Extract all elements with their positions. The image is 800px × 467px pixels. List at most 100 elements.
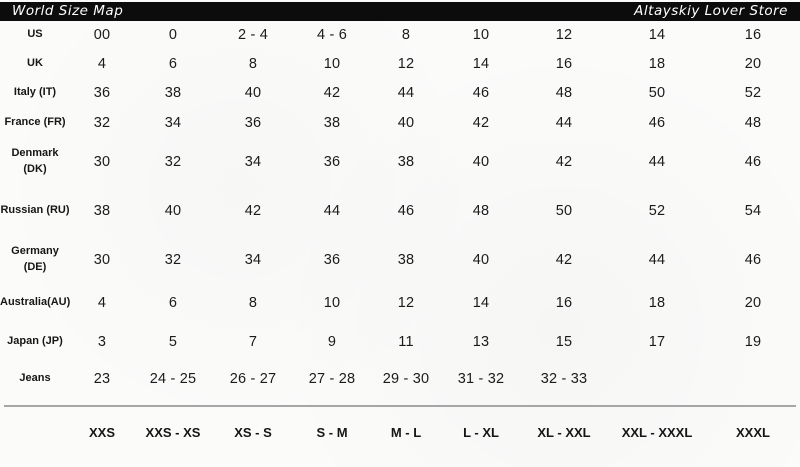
size-value: 31 - 32 xyxy=(457,370,505,387)
divider-line xyxy=(4,405,796,407)
size-value: 6 xyxy=(168,295,178,311)
size-value: 8 xyxy=(248,55,258,72)
size-category-label: XL - XXL xyxy=(537,425,591,440)
size-value: 12 xyxy=(555,27,573,43)
table-row: Japan (JP) 3 5 7 9 11 13 15 17 19 xyxy=(0,323,800,361)
size-value: 11 xyxy=(398,334,414,350)
size-value: 44 xyxy=(648,251,666,268)
size-value: 24 - 25 xyxy=(149,370,197,387)
table-row: Russian (RU) 38 40 42 44 46 48 50 52 54 xyxy=(0,186,800,236)
size-value: 46 xyxy=(397,203,415,219)
title-bar: World Size Map Altayskiy Lover Store xyxy=(0,2,800,21)
size-value: 14 xyxy=(472,295,490,311)
size-value: 19 xyxy=(744,334,762,350)
size-value: 32 xyxy=(93,115,111,131)
row-label: US xyxy=(27,28,43,41)
footer-spacer xyxy=(0,425,70,440)
page-title: World Size Map xyxy=(12,3,124,19)
size-value: 29 - 30 xyxy=(382,370,430,387)
size-value: 48 xyxy=(472,203,490,219)
size-value: 34 xyxy=(164,115,182,131)
size-value: 5 xyxy=(168,334,178,350)
size-value: 2 - 4 xyxy=(237,27,268,43)
size-value: 8 xyxy=(401,27,411,43)
table-row: Jeans 23 24 - 25 26 - 27 27 - 28 29 - 30 31 - … xyxy=(0,361,800,396)
size-value: 44 xyxy=(397,85,415,101)
row-label: Jeans xyxy=(19,371,51,384)
size-value: 4 xyxy=(97,295,107,311)
row-label: Italy (IT) xyxy=(13,86,57,99)
size-value: 4 - 6 xyxy=(316,27,347,43)
row-label: Germany (DE) xyxy=(11,244,59,273)
size-value: 36 xyxy=(244,115,262,131)
size-value: 36 xyxy=(93,85,111,101)
size-value: 10 xyxy=(323,295,341,311)
table-row: Germany (DE) 30 32 34 36 38 40 42 44 46 xyxy=(0,236,800,283)
size-value: 42 xyxy=(472,115,490,131)
size-value: 20 xyxy=(744,55,762,72)
size-value: 40 xyxy=(472,154,490,170)
size-category-label: XXS - XS xyxy=(145,425,201,440)
size-value: 38 xyxy=(93,203,111,219)
size-value: 50 xyxy=(648,85,666,101)
size-value: 7 xyxy=(248,334,258,350)
size-value: 12 xyxy=(397,55,415,72)
size-value: 36 xyxy=(323,251,341,268)
size-category-label: XXS xyxy=(88,425,115,440)
size-value: 30 xyxy=(93,154,111,170)
size-category-label: XS - S xyxy=(234,425,272,440)
size-value: 48 xyxy=(555,85,573,101)
size-value: 20 xyxy=(744,295,762,311)
size-value: 52 xyxy=(744,85,762,101)
size-value: 46 xyxy=(744,154,762,170)
size-value: 40 xyxy=(472,251,490,268)
size-value: 0 xyxy=(168,27,178,43)
table-row: Australia(AU) 4 6 8 10 12 14 16 18 20 xyxy=(0,283,800,323)
size-value: 10 xyxy=(472,27,490,43)
size-value: 14 xyxy=(648,27,666,43)
row-label: France (FR) xyxy=(4,116,66,129)
size-value: 16 xyxy=(555,55,573,72)
size-value: 30 xyxy=(93,251,111,268)
size-value: 15 xyxy=(555,334,573,350)
size-value: 46 xyxy=(648,115,666,131)
table-row: UK 4 6 8 10 12 14 16 18 20 xyxy=(0,49,800,78)
size-value: 32 xyxy=(164,251,182,268)
size-value: 4 xyxy=(97,55,107,72)
size-value: 40 xyxy=(397,115,415,131)
table-row: Italy (IT) 36 38 40 42 44 46 48 50 52 xyxy=(0,78,800,108)
size-value: 13 xyxy=(472,334,490,350)
size-value: 18 xyxy=(648,295,666,311)
row-label: Japan (JP) xyxy=(7,335,63,348)
size-value: 32 - 33 xyxy=(540,370,588,387)
size-value: 38 xyxy=(397,154,415,170)
size-value: 26 - 27 xyxy=(229,370,277,387)
size-value: 48 xyxy=(744,115,762,131)
size-category-label: L - XL xyxy=(463,425,499,440)
size-value: 14 xyxy=(472,55,490,72)
size-category-label: XXL - XXXL xyxy=(621,425,693,440)
size-value: 3 xyxy=(97,334,107,350)
size-value: 46 xyxy=(472,85,490,101)
size-category-label: XXXL xyxy=(736,425,770,440)
size-value: 44 xyxy=(555,115,573,131)
row-label: Denmark (DK) xyxy=(11,147,59,175)
size-value: 42 xyxy=(244,203,262,219)
size-category-row: XXS XXS - XS XS - S S - M M - L L - XL XL - XX… xyxy=(0,425,800,440)
size-value: 44 xyxy=(323,203,341,219)
size-value: 54 xyxy=(744,203,762,219)
size-value: 44 xyxy=(648,154,666,170)
size-value: 12 xyxy=(397,295,415,311)
size-value: 00 xyxy=(93,27,111,43)
size-value: 16 xyxy=(744,27,762,43)
size-value: 42 xyxy=(555,154,573,170)
store-name: Altayskiy Lover Store xyxy=(634,3,788,19)
size-value: 50 xyxy=(555,203,573,219)
table-row: France (FR) 32 34 36 38 40 42 44 46 48 xyxy=(0,108,800,138)
size-value: 27 - 28 xyxy=(308,370,356,387)
size-value: 36 xyxy=(323,154,341,170)
size-value: 8 xyxy=(248,295,258,311)
